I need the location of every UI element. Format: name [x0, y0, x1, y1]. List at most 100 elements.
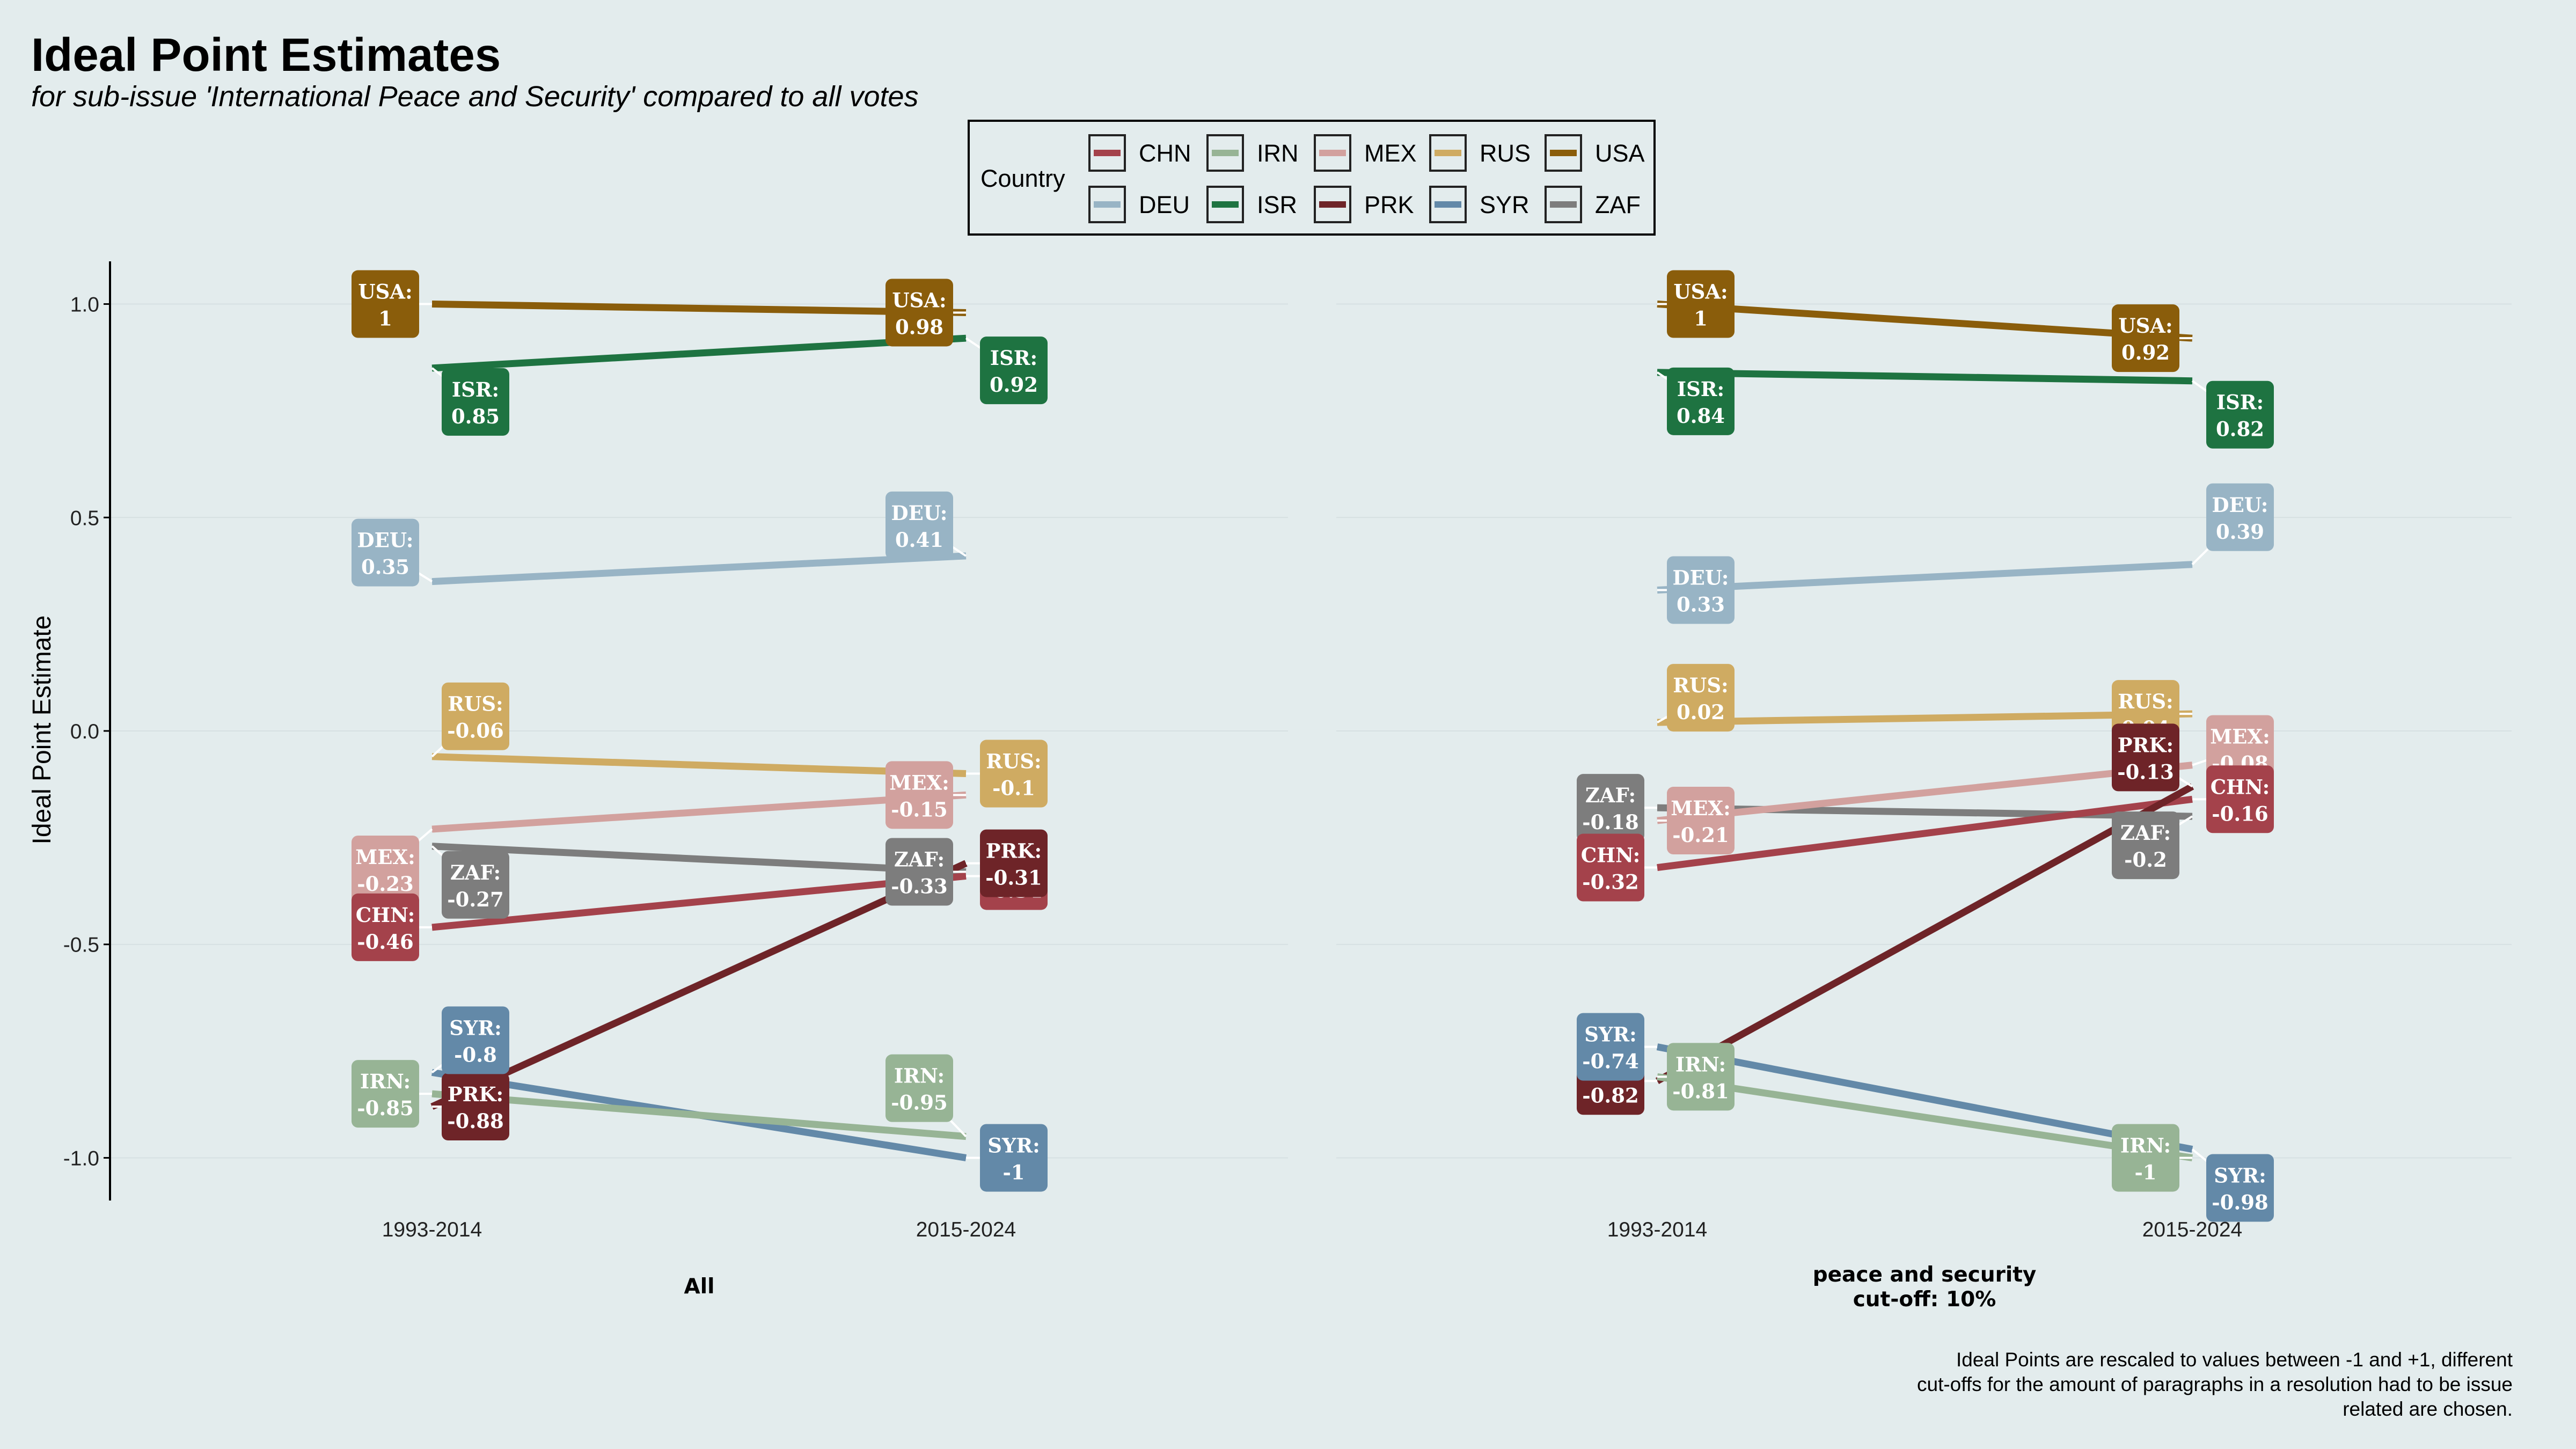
- label-box: [885, 1054, 953, 1122]
- label-value: -0.8: [454, 1043, 497, 1066]
- label-country: PRK:: [2118, 733, 2174, 757]
- label-box: [442, 851, 509, 919]
- label-country: PRK:: [448, 1082, 503, 1106]
- label-box: [2112, 304, 2179, 372]
- label-value: -0.46: [357, 930, 413, 954]
- legend-label-irn: IRN: [1257, 140, 1299, 167]
- label-box: [2112, 723, 2179, 792]
- label-value: -0.32: [1582, 870, 1638, 894]
- panel-2: 1993-2014 2015-2024 peace and securitycut-…: [1336, 270, 2512, 1312]
- panel-1: 1.0 0.5 0.0 -0.5 -1.0 1993-2014 2015-2024 All US…: [63, 261, 1288, 1299]
- legend-label-usa: USA: [1595, 140, 1645, 167]
- label-value: 0.35: [361, 555, 409, 579]
- y-tick-label: 1.0: [70, 294, 99, 317]
- facet-label: peace and security: [1813, 1263, 2037, 1287]
- label-country: CHN:: [356, 903, 415, 927]
- series-lines: [430, 301, 968, 1161]
- label-box: [980, 336, 1048, 405]
- legend-key-isr: [1206, 186, 1244, 223]
- label-country: MEX:: [355, 845, 415, 869]
- label-value: -0.88: [447, 1109, 503, 1133]
- data-label-usa: USA: 0.92: [2112, 304, 2192, 372]
- label-box: [2206, 765, 2274, 833]
- data-label-syr: SYR: -0.8: [431, 1006, 509, 1074]
- label-country: MEX:: [1671, 796, 1731, 820]
- legend-label-mex: MEX: [1364, 140, 1417, 167]
- data-label-usa: USA: 1: [1657, 270, 1735, 338]
- legend-item-syr: SYR: [1429, 186, 1529, 223]
- label-value: -0.16: [2212, 802, 2268, 825]
- legend-label-zaf: ZAF: [1595, 191, 1641, 218]
- label-value: -0.82: [1582, 1084, 1638, 1107]
- y-tick-label: -0.5: [63, 934, 99, 957]
- facet-label: All: [684, 1275, 715, 1299]
- label-country: MEX:: [2210, 725, 2270, 749]
- label-box: [442, 1006, 509, 1074]
- label-country: ISR:: [2216, 391, 2264, 414]
- label-box: [885, 279, 953, 347]
- label-value: -1: [2134, 1160, 2156, 1184]
- label-value: -0.18: [1582, 810, 1638, 834]
- data-label-chn: CHN: -0.32: [1577, 833, 1657, 902]
- data-label-rus: RUS: -0.1: [966, 740, 1048, 808]
- label-value: -0.98: [2212, 1191, 2268, 1214]
- legend-label-isr: ISR: [1257, 191, 1297, 218]
- y-tick-label: 0.0: [70, 720, 99, 743]
- label-box: [1667, 367, 1735, 435]
- data-label-zaf: ZAF: -0.27: [431, 845, 509, 919]
- label-value: -0.81: [1672, 1079, 1729, 1103]
- label-country: ZAF:: [1585, 784, 1636, 807]
- legend-key-irn: [1206, 134, 1244, 172]
- label-box: [2112, 811, 2179, 880]
- label-value: 0.33: [1677, 593, 1725, 617]
- series-lines: [1655, 301, 2194, 1161]
- x-tick-label: 2015-2024: [2142, 1218, 2243, 1241]
- label-country: DEU:: [357, 529, 414, 552]
- label-country: ZAF:: [894, 848, 945, 872]
- legend-label-syr: SYR: [1480, 191, 1529, 218]
- legend-key-syr: [1429, 186, 1467, 223]
- label-box: [980, 740, 1048, 808]
- label-country: USA:: [892, 288, 946, 312]
- data-label-prk: PRK: -0.31: [966, 829, 1048, 897]
- data-label-irn: IRN: -1: [2112, 1124, 2192, 1192]
- label-value: -0.74: [1582, 1050, 1638, 1073]
- label-country: USA:: [2118, 314, 2172, 338]
- series-line-syr: [1656, 1043, 2193, 1153]
- legend-label-chn: CHN: [1139, 140, 1191, 167]
- legend-title: Country: [980, 165, 1065, 192]
- label-country: ISR:: [1677, 377, 1724, 401]
- x-tick-label: 1993-2014: [382, 1218, 482, 1241]
- label-country: SYR:: [449, 1016, 502, 1040]
- legend-key-rus: [1429, 134, 1467, 172]
- data-label-irn: IRN: -0.95: [885, 1054, 967, 1138]
- data-label-syr: SYR: -0.98: [2191, 1148, 2274, 1222]
- label-value: -0.1: [992, 777, 1035, 800]
- label-box: [885, 838, 953, 906]
- legend-label-rus: RUS: [1480, 140, 1531, 167]
- data-label-irn: IRN: -0.81: [1657, 1043, 1735, 1111]
- data-label-mex: MEX: -0.15: [885, 761, 966, 829]
- y-axis-title: Ideal Point Estimate: [28, 616, 56, 845]
- series-line-isr: [431, 334, 967, 372]
- series-line-zaf: [431, 843, 967, 875]
- series-line-irn: [1657, 1073, 2193, 1161]
- caption-line-1: Ideal Points are rescaled to values betw…: [1956, 1349, 2513, 1371]
- label-value: 0.84: [1677, 404, 1725, 428]
- label-country: SYR:: [987, 1133, 1040, 1157]
- data-label-usa: USA: 0.98: [885, 279, 966, 347]
- label-value: -1: [1002, 1160, 1024, 1184]
- data-label-isr: ISR: 0.92: [965, 336, 1048, 405]
- chart-subtitle: for sub-issue 'International Peace and S…: [31, 80, 919, 113]
- series-line-prk: [1655, 783, 2194, 1084]
- data-label-irn: IRN: -0.85: [352, 1060, 432, 1128]
- data-label-isr: ISR: 0.82: [2191, 380, 2274, 449]
- legend-key-zaf: [1545, 186, 1582, 223]
- label-box: [352, 518, 419, 587]
- legend-item-usa: USA: [1545, 134, 1645, 172]
- label-value: -0.06: [447, 719, 503, 743]
- series-line-chn: [1657, 795, 2193, 871]
- data-label-deu: DEU: 0.35: [352, 518, 433, 587]
- label-value: -0.33: [891, 875, 947, 898]
